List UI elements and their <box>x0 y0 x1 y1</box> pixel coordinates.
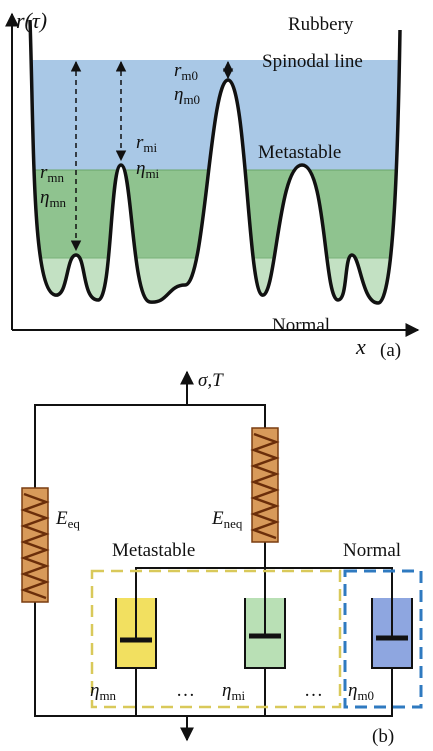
wire <box>35 602 392 716</box>
dashpot-label: ηm0 <box>348 680 374 703</box>
panel-label: (b) <box>372 726 394 747</box>
dashpot <box>116 598 156 668</box>
band-metastable <box>0 170 433 258</box>
spring <box>252 428 278 542</box>
spring-label: Eneq <box>211 508 243 531</box>
dashpot <box>372 598 412 668</box>
ellipsis: … <box>304 680 323 701</box>
region-label: Spinodal line <box>262 51 363 72</box>
spring-label: Eeq <box>55 508 80 531</box>
panel-a: r(τ) x (a) Rubbery Spinodal line Metasta… <box>0 8 433 361</box>
region-label: Rubbery <box>288 14 354 35</box>
group-label: Normal <box>343 540 401 561</box>
region-label: Metastable <box>258 142 341 163</box>
region-label: Normal <box>272 315 330 336</box>
dashpot-label: ηmn <box>90 680 117 703</box>
load-label: σ,T <box>198 370 224 391</box>
panel-b-labels: σ,T (b) Eeq Eneq Metastable Normal ηmn η… <box>55 370 401 747</box>
ellipsis: … <box>176 680 195 701</box>
spring <box>22 488 48 602</box>
wire <box>35 405 265 488</box>
x-axis-label: x <box>355 334 366 359</box>
dashpot <box>245 598 285 668</box>
diagram: r(τ) x (a) Rubbery Spinodal line Metasta… <box>0 0 433 751</box>
panel-label: (a) <box>380 340 401 361</box>
group-label: Metastable <box>112 540 195 561</box>
y-axis-label: r(τ) <box>16 8 47 33</box>
dashpot-label: ηmi <box>222 680 246 703</box>
